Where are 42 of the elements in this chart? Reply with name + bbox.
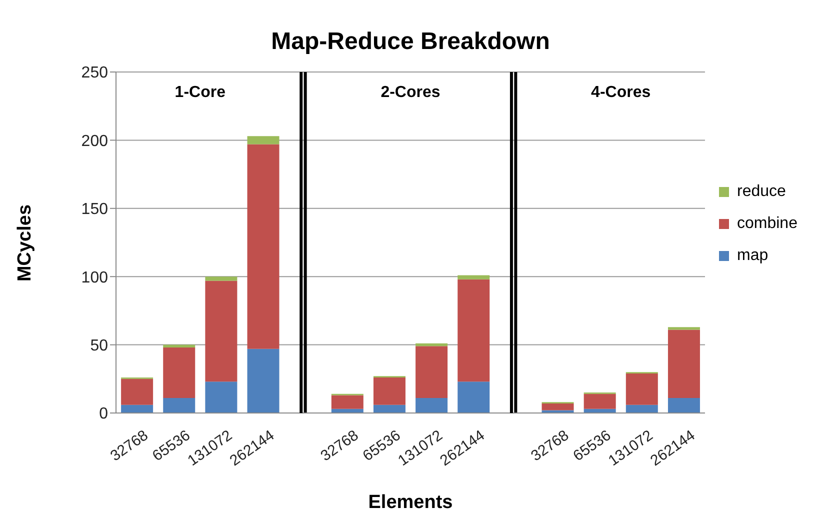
y-tick-label: 50 [90, 337, 108, 354]
bar [668, 327, 700, 330]
bar [458, 279, 490, 382]
bar [584, 394, 616, 409]
bar [205, 276, 238, 281]
bar [163, 398, 196, 413]
y-tick-label: 200 [81, 132, 108, 150]
annotation: 2-Cores [380, 84, 442, 102]
bar [247, 144, 280, 349]
annotation: 4-Cores [590, 84, 652, 102]
bar [163, 344, 196, 348]
annotation: 1-Core [174, 84, 226, 102]
bar [163, 348, 196, 398]
y-tick-label: 250 [81, 64, 108, 82]
bar [373, 404, 406, 413]
bar [458, 382, 490, 413]
bar [416, 398, 448, 413]
bar [458, 275, 490, 280]
bar [626, 404, 658, 413]
bar [247, 136, 280, 144]
bar [416, 346, 448, 398]
chart-title: Map-Reduce Breakdown [270, 28, 551, 56]
bar [205, 382, 238, 413]
bar [121, 404, 154, 413]
y-tick-label: 150 [81, 201, 108, 218]
y-tick-label: 100 [81, 269, 108, 286]
legend-label: combine [737, 214, 798, 232]
bar [205, 280, 238, 382]
y-tick-label: 0 [99, 406, 108, 423]
bar [247, 348, 280, 413]
bar [542, 403, 574, 410]
bar [626, 373, 658, 405]
bar [668, 398, 700, 413]
bar [331, 395, 364, 409]
bar [416, 343, 448, 346]
y-axis-title: MCycles [15, 204, 37, 282]
bar [373, 378, 406, 405]
legend-label: map [737, 246, 768, 264]
bar [668, 330, 700, 398]
x-axis-title: Elements [367, 492, 454, 514]
bar [121, 378, 154, 405]
legend-label: reduce [737, 182, 786, 200]
